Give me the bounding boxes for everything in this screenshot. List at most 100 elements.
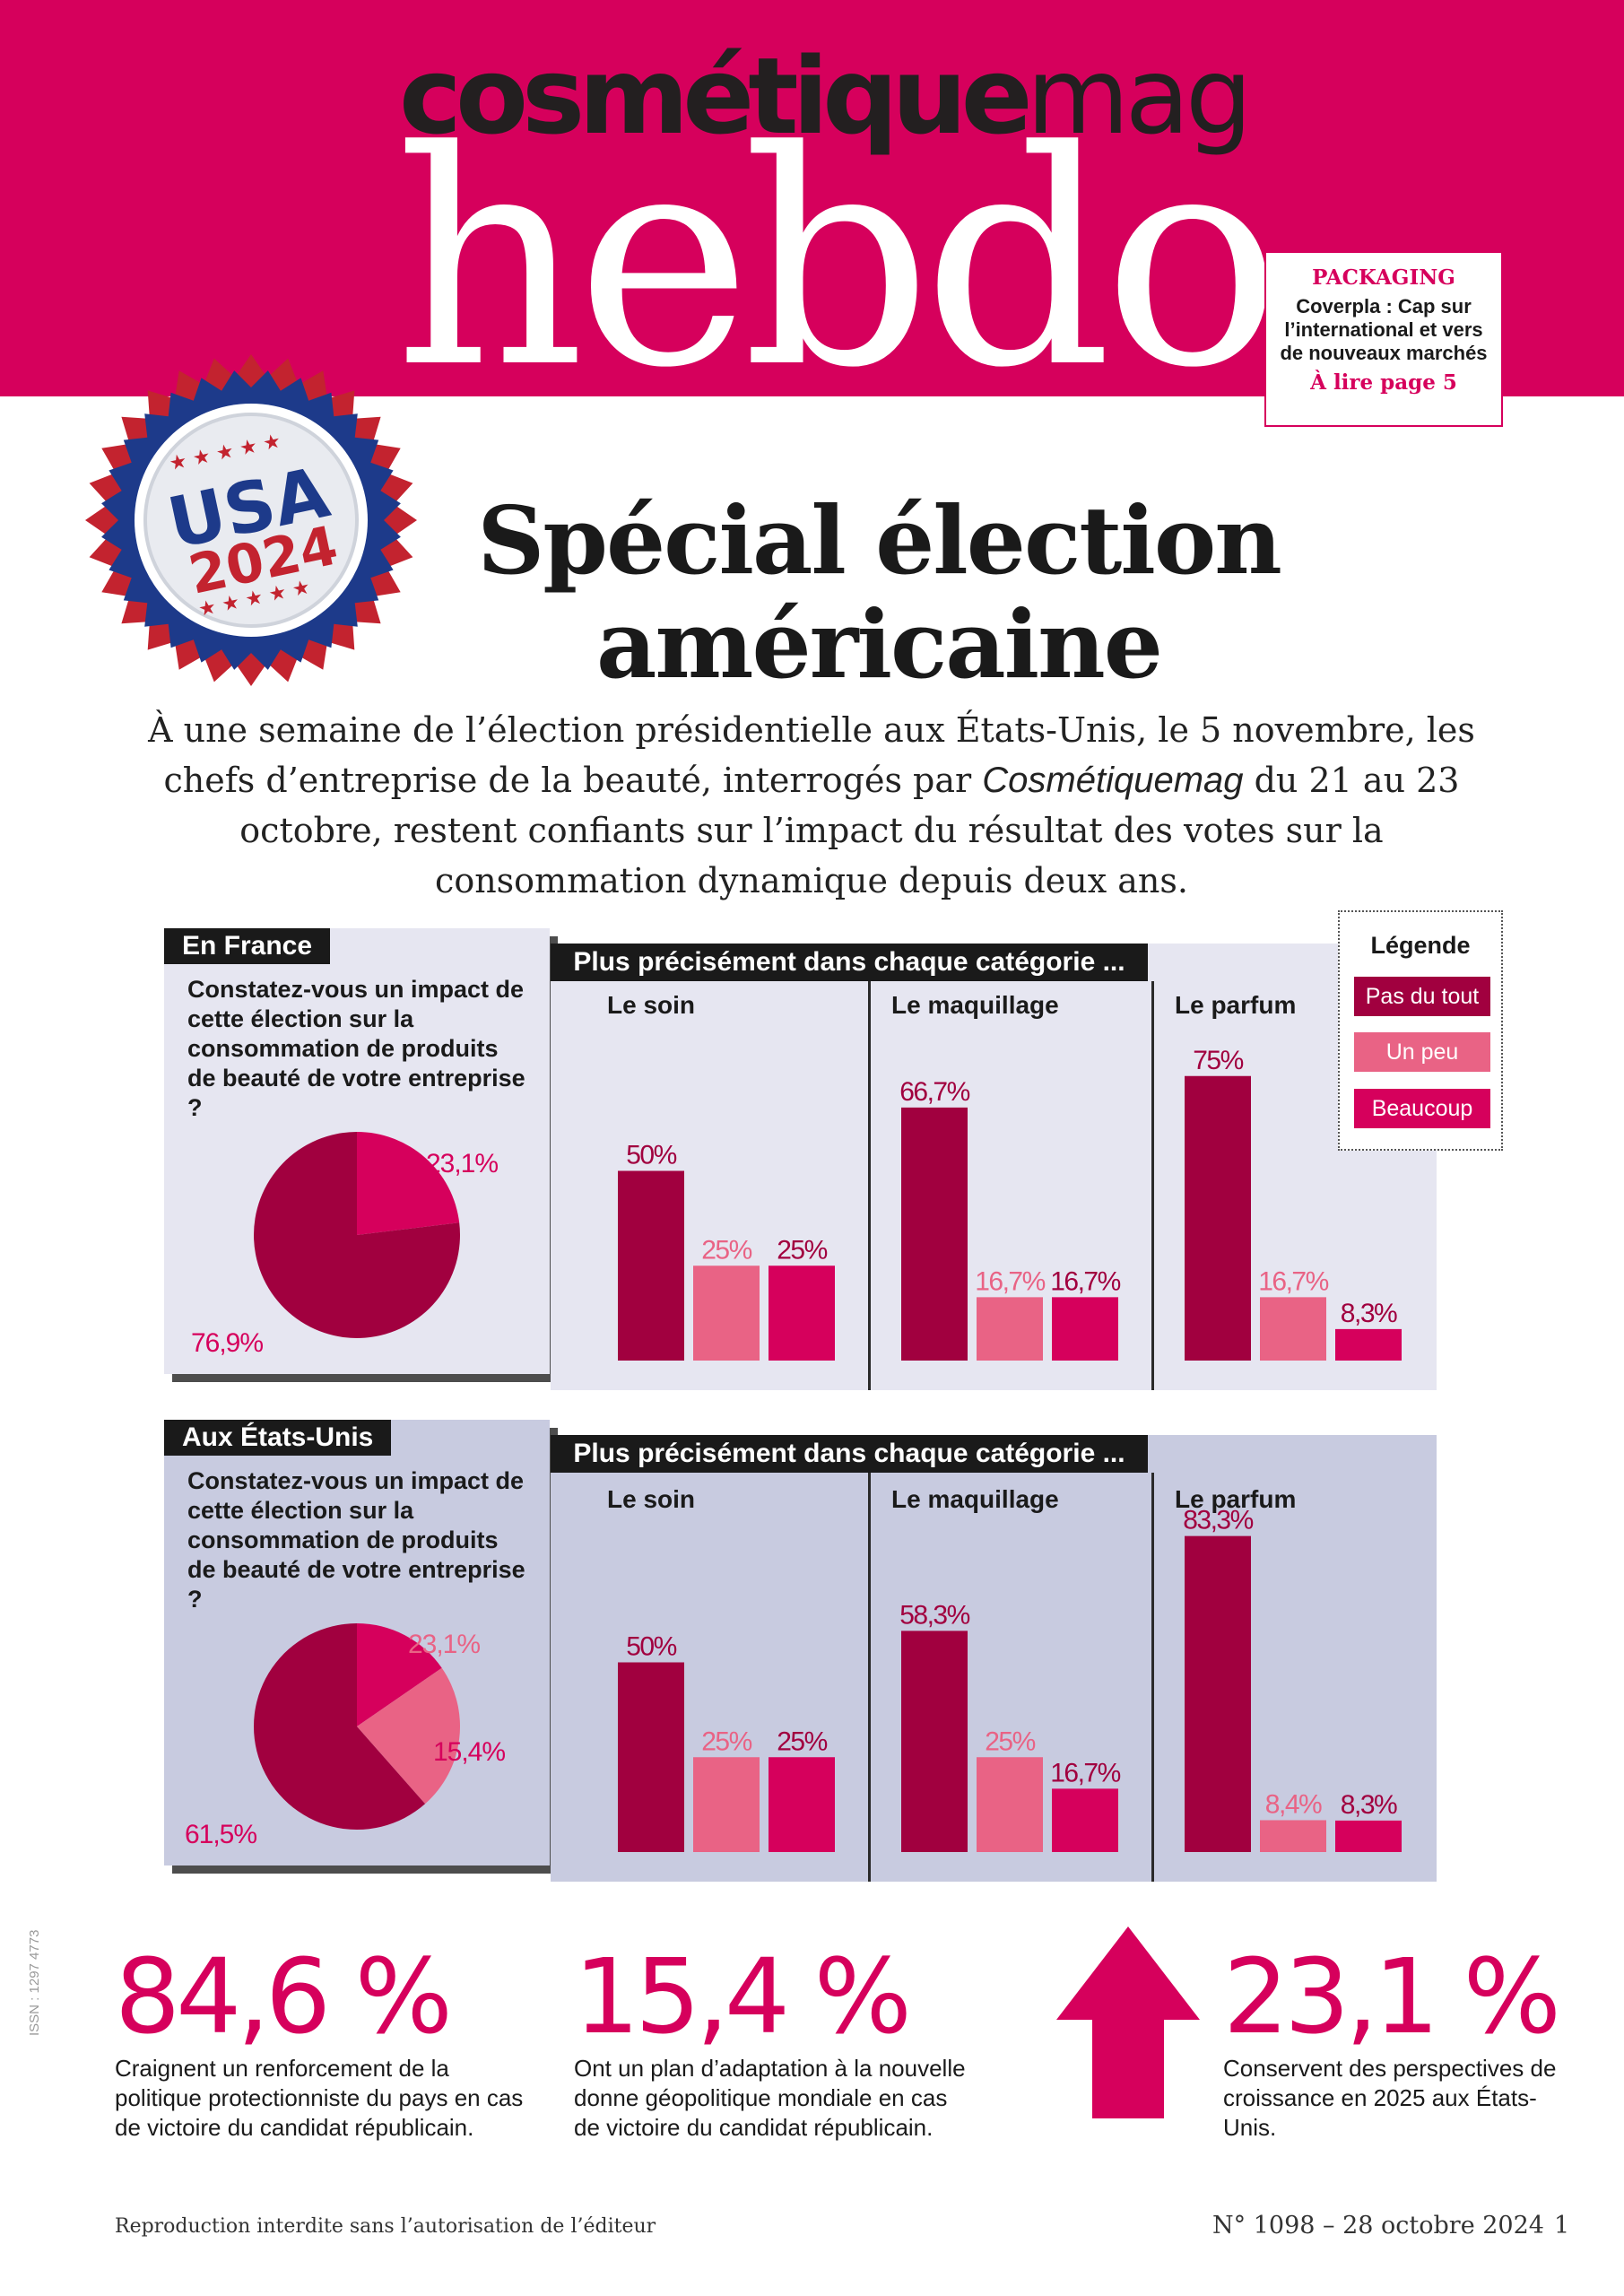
usa-bars-panel: Plus précisément dans chaque catégorie .… [551,1435,1437,1882]
france-bar-le-parfum-beaucoup [1335,1328,1402,1361]
france-pie-panel: En France Constatez-vous un impact de ce… [164,928,550,1374]
stat-3-text: Conservent des perspectives de croissanc… [1223,2055,1557,2141]
publication-title: hebdo [395,88,1281,432]
usa-bar-le-maquillage-pas-du-tout [901,1631,968,1852]
france-value-le-soin-un-peu: 25% [701,1235,751,1265]
page-number: 1 [1554,2212,1570,2239]
usa-bar-le-soin-beaucoup [769,1757,835,1852]
france-bar-le-maquillage-pas-du-tout [901,1107,968,1361]
teaser-box[interactable]: PACKAGING Coverpla : Cap sur l’internati… [1264,251,1503,427]
brand-logo-light: mag [1026,34,1253,158]
usa-bar-chart: 50% 25% 25% 58,3% 25% 16,7% 83,3% 8,4% 8,3% [618,1506,1402,1852]
france-bar-chart: 50%25% 25%66,7%16,7% 16,7%75%16,7%8,3% [618,1046,1402,1361]
france-value-le-maquillage-beaucoup: 16,7% [1050,1266,1120,1296]
intro-part2: du 21 au 23 octobre, restent confiants s… [239,761,1460,900]
usa-pie-slice-pas-du-tout [253,1623,426,1830]
usa-bar-le-soin-pas-du-tout [618,1662,684,1852]
footer-copyright: Reproduction interdite sans l’autorisati… [115,2215,656,2238]
usa-bar-le-maquillage-beaucoup [1052,1788,1118,1852]
usa-pie-label-beaucoup: 15,4% [433,1737,505,1767]
usa-cat-soin: Le soin [607,1485,696,1513]
usa-2024-badge: ★ ★ ★ ★ ★ ★ ★ ★ ★ ★ USA 2024 [85,354,417,686]
france-divider-1 [868,981,871,1390]
usa-value-le-parfum-un-peu: 8,4% [1265,1789,1322,1819]
france-bar-le-parfum-pas-du-tout [1185,1075,1251,1361]
france-bar-le-soin-pas-du-tout [618,1170,684,1361]
usa-value-le-parfum-pas-du-tout: 83,3% [1183,1506,1253,1535]
france-value-le-maquillage-un-peu: 16,7% [975,1266,1045,1296]
usa-value-le-soin-pas-du-tout: 50% [626,1632,676,1662]
france-pie-label-beaucoup: 23,1% [426,1149,498,1178]
legend-item-beaucoup: Beaucoup [1354,1089,1490,1128]
france-cat-maquillage: Le maquillage [891,991,1059,1019]
france-cat-soin: Le soin [607,991,696,1019]
stat-2-value: 15,4 % [574,1937,912,2057]
france-cat-parfum: Le parfum [1175,991,1297,1019]
france-value-le-parfum-pas-du-tout: 75% [1193,1046,1243,1075]
usa-value-le-parfum-beaucoup: 8,3% [1341,1790,1397,1820]
legend-item-pas-du-tout: Pas du tout [1354,977,1490,1016]
brand-logo-bold: cosmétique [399,34,1033,158]
france-pie-slice-beaucoup [357,1132,460,1235]
legend-title: Légende [1370,932,1471,959]
france-pie-label-pas-du-tout: 76,9% [191,1328,263,1358]
usa-value-le-maquillage-beaucoup: 16,7% [1050,1758,1120,1787]
usa-pie-slice-un-peu [357,1667,460,1805]
legend-item-un-peu: Un peu [1354,1032,1490,1072]
stat-3-value: 23,1 % [1223,1937,1561,2057]
france-value-le-parfum-beaucoup: 8,3% [1341,1299,1397,1328]
france-bar-le-soin-un-peu [693,1265,760,1361]
usa-pie-slice-beaucoup [357,1623,442,1726]
usa-divider-2 [1151,1473,1154,1882]
france-value-le-parfum-un-peu: 16,7% [1258,1266,1328,1296]
usa-pie-chart: 61,5% 23,1% 15,4% [185,1623,506,1849]
usa-value-le-soin-un-peu: 25% [701,1726,751,1756]
footer-issue: N° 1098 – 28 octobre 2024 [1212,2212,1544,2239]
usa-bar-le-parfum-beaucoup [1335,1820,1402,1852]
stat-1-text: Craignent un renforcement de la politiqu… [115,2055,524,2141]
usa-question: Constatez-vous un impact de cette électi… [187,1467,525,1613]
france-question: Constatez-vous un impact de cette électi… [187,976,525,1121]
intro-part1: À une semaine de l’élection présidentiel… [148,710,1475,800]
teaser-link[interactable]: À lire page 5 [1310,370,1457,395]
stat-1-value: 84,6 % [115,1937,453,2057]
teaser-rubric: PACKAGING [1312,265,1455,290]
intro-paragraph: À une semaine de l’élection présidentiel… [143,705,1480,906]
intro-brand: Cosmétiquemag [982,761,1244,800]
usa-cat-maquillage: Le maquillage [891,1485,1059,1513]
usa-value-le-maquillage-un-peu: 25% [985,1726,1035,1756]
france-divider-2 [1151,981,1154,1390]
usa-bar-le-soin-un-peu [693,1757,760,1852]
usa-pie-label-pas-du-tout: 61,5% [185,1820,256,1849]
page-title: Spécial élection américaine [430,489,1327,697]
france-tag: En France [164,928,331,964]
france-bar-le-soin-beaucoup [769,1265,835,1361]
usa-divider-1 [868,1473,871,1882]
growth-arrow-icon [1056,1926,1200,2118]
france-pie-slice-pas-du-tout [253,1132,460,1338]
usa-value-le-maquillage-pas-du-tout: 58,3% [899,1600,969,1630]
usa-tag: Aux États-Unis [164,1420,392,1456]
usa-value-le-soin-beaucoup: 25% [777,1726,827,1756]
stat-2-text: Ont un plan d’adaptation à la nouvelle d… [574,2055,966,2141]
page-title-line1: Spécial élection [477,485,1282,596]
issn: ISSN : 1297 4773 [27,1929,42,2036]
legend: Légende Pas du tout Un peu Beaucoup [1338,910,1503,1151]
teaser-text: Coverpla : Cap sur l’international et ve… [1280,295,1488,364]
france-value-le-soin-pas-du-tout: 50% [626,1141,676,1170]
brand-logo: cosmétiquemag [399,43,1253,149]
usa-pie-label-un-peu: 23,1% [408,1630,480,1659]
france-value-le-maquillage-pas-du-tout: 66,7% [899,1077,969,1107]
usa-bar-le-parfum-pas-du-tout [1185,1535,1251,1852]
france-bar-le-maquillage-un-peu [977,1297,1043,1361]
usa-bar-le-maquillage-un-peu [977,1757,1043,1852]
france-bar-le-parfum-un-peu [1260,1297,1326,1361]
page-title-line2: américaine [596,589,1163,700]
france-bar-le-maquillage-beaucoup [1052,1297,1118,1361]
france-bars-heading: Plus précisément dans chaque catégorie .… [551,944,1148,981]
usa-bar-le-parfum-un-peu [1260,1820,1326,1852]
france-pie-chart: 76,9% 23,1% [191,1132,499,1358]
france-bars-panel: Plus précisément dans chaque catégorie .… [551,944,1437,1390]
france-value-le-soin-beaucoup: 25% [777,1235,827,1265]
usa-pie-panel: Aux États-Unis Constatez-vous un impact … [164,1420,550,1866]
